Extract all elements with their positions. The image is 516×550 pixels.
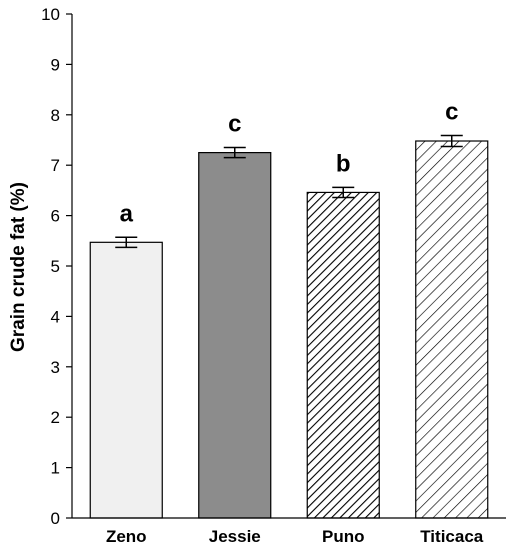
y-tick-label: 6	[51, 207, 60, 226]
y-tick-label: 2	[51, 408, 60, 427]
y-tick-label: 10	[41, 5, 60, 24]
bar-puno	[306, 191, 380, 519]
error-bar-puno	[332, 186, 355, 199]
significance-letter-jessie: c	[228, 111, 241, 138]
bar-zeno	[89, 241, 163, 519]
y-tick-label: 7	[51, 156, 60, 175]
y-tick-label: 0	[51, 509, 60, 528]
error-bar-jessie	[223, 146, 246, 159]
x-tick-label-jessie: Jessie	[209, 527, 261, 546]
bars-layer: a c b c	[89, 98, 489, 519]
y-tick-label: 9	[51, 55, 60, 74]
y-tick-label: 1	[51, 459, 60, 478]
y-tick-label: 8	[51, 106, 60, 125]
y-tick-label: 4	[51, 307, 60, 326]
error-bar-titicaca	[440, 134, 463, 148]
bar-titicaca	[415, 140, 489, 519]
y-tick-label: 5	[51, 257, 60, 276]
error-bar-zeno	[115, 236, 138, 249]
significance-letter-titicaca: c	[445, 98, 458, 125]
x-tick-label-zeno: Zeno	[106, 527, 147, 546]
y-axis-label: Grain crude fat (%)	[8, 182, 29, 352]
bar-jessie	[198, 152, 272, 519]
significance-letter-zeno: a	[120, 200, 134, 227]
axes-layer: Zeno Jessie Puno Titicaca 0 1 2 3 4 5 6 7 8 9 10	[41, 5, 506, 546]
x-tick-label-puno: Puno	[322, 527, 365, 546]
x-tick-label-titicaca: Titicaca	[420, 527, 484, 546]
significance-letter-puno: b	[336, 150, 351, 177]
y-tick-label: 3	[51, 358, 60, 377]
